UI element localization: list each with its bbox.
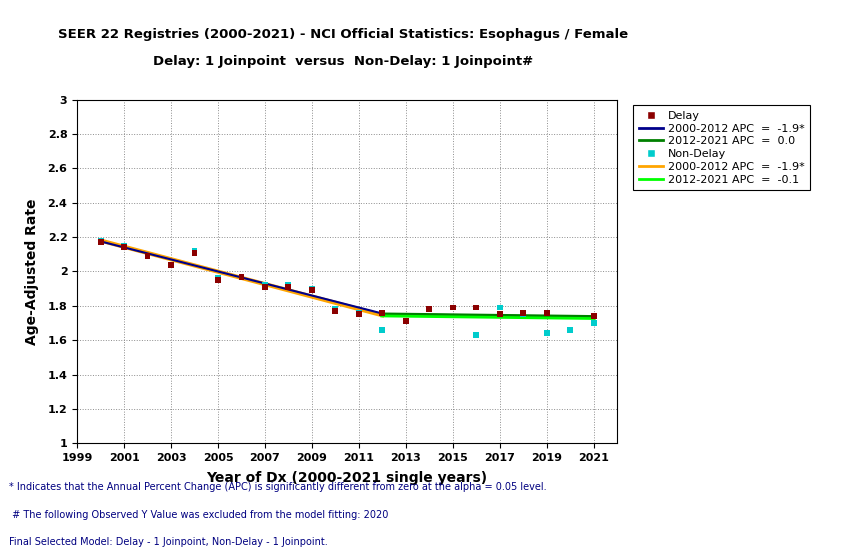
Text: Final Selected Model: Delay - 1 Joinpoint, Non-Delay - 1 Joinpoint.: Final Selected Model: Delay - 1 Joinpoin… bbox=[9, 537, 327, 547]
Text: * Indicates that the Annual Percent Change (APC) is significantly different from: * Indicates that the Annual Percent Chan… bbox=[9, 482, 546, 492]
Point bbox=[375, 308, 389, 317]
Point bbox=[563, 325, 577, 334]
Point bbox=[211, 275, 225, 285]
Point bbox=[493, 310, 506, 319]
Point bbox=[446, 303, 459, 312]
Point bbox=[587, 319, 601, 327]
Point bbox=[328, 305, 342, 314]
Text: Delay: 1 Joinpoint  versus  Non-Delay: 1 Joinpoint#: Delay: 1 Joinpoint versus Non-Delay: 1 J… bbox=[153, 55, 533, 68]
Point bbox=[211, 274, 225, 283]
Point bbox=[352, 308, 366, 317]
Point bbox=[375, 325, 389, 334]
Point bbox=[328, 306, 342, 315]
Point bbox=[93, 238, 107, 247]
Point bbox=[188, 247, 201, 255]
Point bbox=[516, 310, 530, 319]
Point bbox=[93, 236, 107, 245]
Point bbox=[540, 308, 554, 317]
Point bbox=[516, 308, 530, 317]
Point bbox=[587, 312, 601, 321]
Point bbox=[188, 248, 201, 257]
Point bbox=[141, 252, 154, 260]
Point bbox=[282, 281, 296, 290]
Point bbox=[352, 310, 366, 319]
Point bbox=[493, 303, 506, 312]
X-axis label: Year of Dx (2000-2021 single years): Year of Dx (2000-2021 single years) bbox=[207, 471, 488, 485]
Point bbox=[540, 329, 554, 338]
Point bbox=[258, 281, 272, 290]
Point bbox=[235, 272, 249, 281]
Point bbox=[470, 331, 483, 340]
Point bbox=[399, 317, 412, 326]
Point bbox=[282, 283, 296, 291]
Point bbox=[165, 260, 178, 269]
Point bbox=[235, 272, 249, 281]
Point bbox=[423, 305, 436, 314]
Point bbox=[305, 286, 319, 295]
Point bbox=[423, 305, 436, 314]
Text: SEER 22 Registries (2000-2021) - NCI Official Statistics: Esophagus / Female: SEER 22 Registries (2000-2021) - NCI Off… bbox=[57, 28, 628, 40]
Point bbox=[117, 242, 131, 250]
Point bbox=[446, 303, 459, 312]
Legend: Delay, 2000-2012 APC  =  -1.9*, 2012-2021 APC  =  0.0, Non-Delay, 2000-2012 APC : Delay, 2000-2012 APC = -1.9*, 2012-2021 … bbox=[633, 105, 810, 190]
Point bbox=[399, 317, 412, 326]
Point bbox=[305, 284, 319, 293]
Point bbox=[141, 252, 154, 260]
Point bbox=[117, 243, 131, 252]
Point bbox=[258, 283, 272, 291]
Y-axis label: Age-Adjusted Rate: Age-Adjusted Rate bbox=[25, 198, 39, 345]
Point bbox=[165, 260, 178, 269]
Point bbox=[470, 303, 483, 312]
Text: # The following Observed Y Value was excluded from the model fitting: 2020: # The following Observed Y Value was exc… bbox=[9, 510, 388, 520]
